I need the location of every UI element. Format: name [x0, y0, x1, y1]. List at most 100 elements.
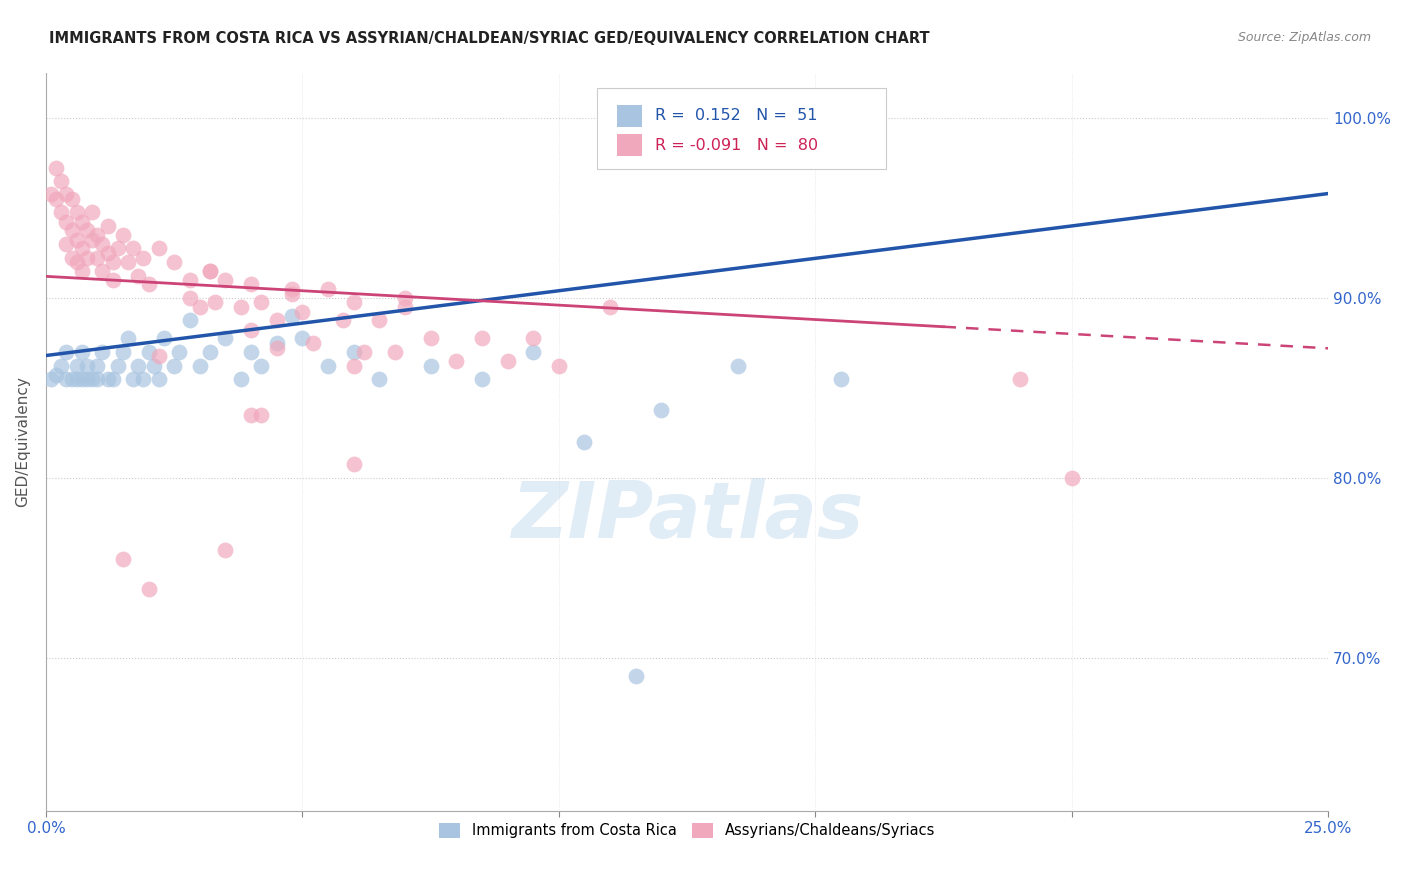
Point: [1060, 471, 1083, 485]
Point: [353, 345, 375, 359]
Text: Source: ZipAtlas.com: Source: ZipAtlas.com: [1237, 31, 1371, 45]
Point: [547, 359, 569, 374]
Point: [60, 222, 83, 236]
Point: [70, 241, 93, 255]
Point: [240, 345, 263, 359]
Point: [101, 273, 124, 287]
Point: [51, 359, 73, 374]
Point: [522, 345, 544, 359]
Point: [343, 359, 366, 374]
Point: [368, 372, 391, 386]
Point: [86, 252, 108, 266]
Text: R =  0.152   N =  51: R = 0.152 N = 51: [655, 108, 817, 123]
Point: [138, 582, 160, 597]
Point: [45, 161, 67, 176]
Point: [204, 294, 226, 309]
Point: [138, 345, 160, 359]
Text: R = -0.091   N =  80: R = -0.091 N = 80: [655, 137, 818, 153]
Point: [76, 252, 98, 266]
Point: [316, 359, 339, 374]
Point: [169, 345, 191, 359]
Point: [117, 330, 139, 344]
Point: [153, 330, 176, 344]
Point: [830, 372, 852, 386]
Text: IMMIGRANTS FROM COSTA RICA VS ASSYRIAN/CHALDEAN/SYRIAC GED/EQUIVALENCY CORRELATI: IMMIGRANTS FROM COSTA RICA VS ASSYRIAN/C…: [49, 31, 929, 46]
Point: [214, 273, 236, 287]
Point: [343, 294, 366, 309]
Point: [343, 457, 366, 471]
Point: [91, 236, 114, 251]
Point: [132, 252, 155, 266]
Point: [624, 669, 647, 683]
Point: [471, 372, 494, 386]
Point: [127, 359, 149, 374]
Point: [368, 312, 391, 326]
Point: [198, 264, 221, 278]
Point: [727, 359, 749, 374]
Point: [240, 323, 263, 337]
Point: [163, 359, 186, 374]
Point: [281, 309, 304, 323]
Point: [138, 277, 160, 291]
Point: [55, 372, 77, 386]
Point: [266, 312, 288, 326]
Point: [39, 372, 62, 386]
Point: [66, 233, 89, 247]
Point: [96, 246, 118, 260]
Point: [66, 359, 89, 374]
Point: [127, 269, 149, 284]
Point: [45, 368, 67, 383]
Point: [55, 186, 77, 201]
Point: [82, 204, 104, 219]
Point: [91, 264, 114, 278]
Point: [70, 345, 93, 359]
Point: [111, 552, 134, 566]
Point: [281, 282, 304, 296]
Point: [148, 241, 170, 255]
Point: [76, 372, 98, 386]
Point: [446, 354, 468, 368]
Point: [45, 192, 67, 206]
Point: [301, 335, 323, 350]
Point: [101, 255, 124, 269]
Point: [66, 204, 89, 219]
Point: [179, 273, 201, 287]
Point: [66, 255, 89, 269]
Point: [522, 330, 544, 344]
Point: [229, 372, 252, 386]
Point: [250, 408, 273, 422]
Text: ZIPatlas: ZIPatlas: [510, 478, 863, 554]
Point: [91, 345, 114, 359]
Point: [198, 264, 221, 278]
Point: [599, 300, 621, 314]
Point: [51, 204, 73, 219]
Point: [148, 372, 170, 386]
Point: [142, 359, 165, 374]
Point: [214, 330, 236, 344]
Y-axis label: GED/Equivalency: GED/Equivalency: [15, 376, 30, 508]
Point: [291, 305, 314, 319]
Point: [471, 330, 494, 344]
Point: [250, 359, 273, 374]
Point: [316, 282, 339, 296]
Point: [55, 236, 77, 251]
Point: [419, 359, 441, 374]
Point: [111, 345, 134, 359]
Point: [419, 330, 441, 344]
Point: [122, 241, 145, 255]
Point: [55, 345, 77, 359]
Point: [1010, 372, 1032, 386]
Point: [163, 255, 186, 269]
Point: [60, 252, 83, 266]
Point: [384, 345, 406, 359]
Point: [179, 312, 201, 326]
Point: [343, 345, 366, 359]
FancyBboxPatch shape: [617, 104, 643, 127]
Point: [51, 174, 73, 188]
Point: [394, 300, 416, 314]
Point: [179, 291, 201, 305]
Point: [70, 372, 93, 386]
Point: [86, 359, 108, 374]
Point: [281, 287, 304, 301]
Point: [291, 330, 314, 344]
